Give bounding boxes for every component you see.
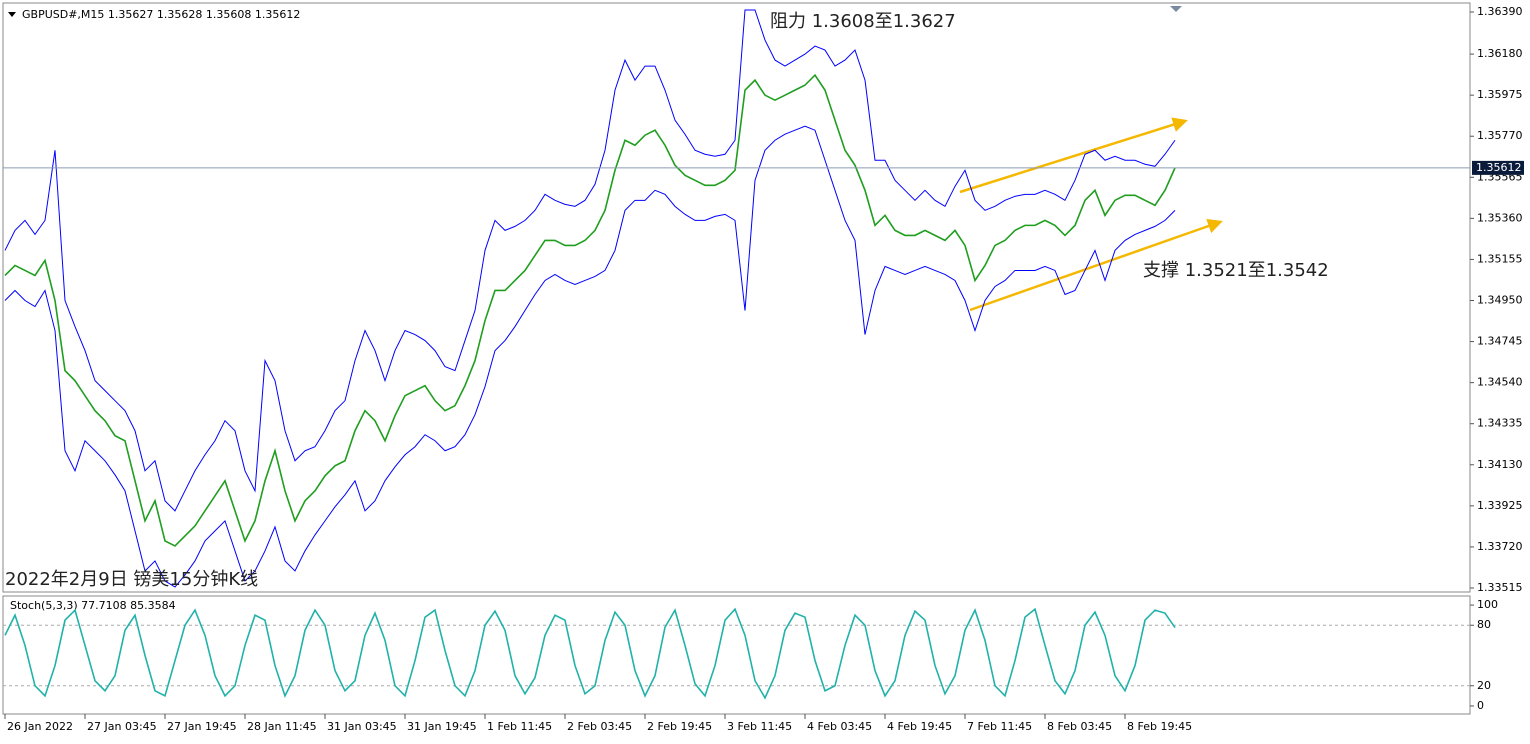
x-tick-label: 3 Feb 11:45 [727, 720, 792, 733]
y-tick-label: 1.33925 [1477, 499, 1523, 512]
x-tick-label: 4 Feb 19:45 [887, 720, 952, 733]
shift-marker [1170, 6, 1182, 12]
y-tick-label: 1.33515 [1477, 581, 1523, 594]
y-tick-label: 1.33720 [1477, 540, 1523, 553]
y-tick-label: 1.34130 [1477, 458, 1523, 471]
current-price-label: 1.35612 [1476, 161, 1522, 174]
series-line [4, 607, 1176, 700]
x-tick-label: 7 Feb 11:45 [967, 720, 1032, 733]
y-tick-label: 100 [1477, 598, 1498, 611]
stoch-header: Stoch(5,3,3) 77.7108 85.3584 [10, 599, 176, 612]
trend-arrow [959, 117, 1188, 194]
x-tick-label: 31 Jan 19:45 [407, 720, 477, 733]
y-tick-label: 1.36180 [1477, 47, 1523, 60]
y-tick-label: 1.34950 [1477, 294, 1523, 307]
y-tick-label: 1.35975 [1477, 88, 1523, 101]
y-tick-label: 20 [1477, 679, 1491, 692]
x-tick-label: 27 Jan 19:45 [167, 720, 237, 733]
x-tick-label: 27 Jan 03:45 [87, 720, 157, 733]
x-tick-label: 31 Jan 03:45 [327, 720, 397, 733]
y-tick-label: 1.35155 [1477, 252, 1523, 265]
annotation: 2022年2月9日 镑美15分钟K线 [5, 569, 258, 590]
x-tick-label: 28 Jan 11:45 [247, 720, 317, 733]
x-tick-label: 2 Feb 19:45 [647, 720, 712, 733]
y-tick-label: 1.35770 [1477, 129, 1523, 142]
x-tick-label: 1 Feb 11:45 [487, 720, 552, 733]
series-line [4, 73, 1176, 547]
trend-arrow [969, 218, 1223, 312]
chart-header: GBPUSD#,M15 1.35627 1.35628 1.35608 1.35… [22, 8, 300, 21]
stoch-panel [2, 595, 1471, 715]
annotation: 支撑 1.3521至1.3542 [1143, 260, 1329, 281]
y-tick-label: 1.34745 [1477, 335, 1523, 348]
y-tick-label: 0 [1477, 699, 1484, 712]
y-tick-label: 1.34335 [1477, 417, 1523, 430]
series-line [4, 125, 1176, 588]
x-tick-label: 4 Feb 03:45 [807, 720, 872, 733]
y-tick-label: 1.36390 [1477, 5, 1523, 18]
y-tick-label: 1.35360 [1477, 211, 1523, 224]
menu-icon [8, 12, 16, 17]
x-tick-label: 8 Feb 03:45 [1047, 720, 1112, 733]
y-tick-label: 80 [1477, 618, 1491, 631]
x-tick-label: 2 Feb 03:45 [567, 720, 632, 733]
price-panel [2, 2, 1471, 593]
annotation: 阻力 1.3608至1.3627 [770, 11, 956, 32]
series-line [4, 9, 1176, 512]
x-tick-label: 8 Feb 19:45 [1127, 720, 1192, 733]
current-price-box [1472, 160, 1524, 175]
x-tick-label: 26 Jan 2022 [7, 720, 73, 733]
y-tick-label: 1.34540 [1477, 376, 1523, 389]
